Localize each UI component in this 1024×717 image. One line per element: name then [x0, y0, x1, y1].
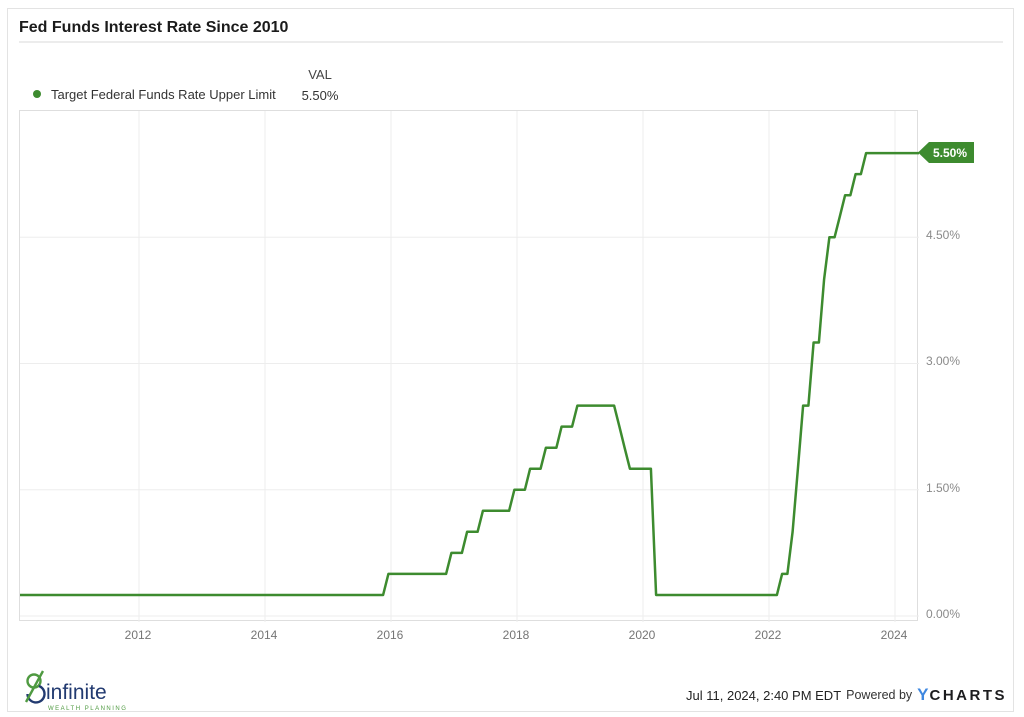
x-tick-label: 2014 — [250, 628, 278, 642]
timestamp: Jul 11, 2024, 2:40 PM EDT — [686, 687, 842, 703]
legend-val-header: VAL — [308, 67, 332, 82]
legend-current-value: 5.50% — [301, 88, 339, 103]
dollar-leaf-icon — [24, 670, 46, 704]
plot-area — [19, 110, 919, 622]
chart-title: Fed Funds Interest Rate Since 2010 — [19, 19, 289, 36]
y-axis-labels: 0.00% 1.50% 3.00% 4.50% — [926, 110, 1006, 621]
ycharts-logo[interactable]: Y CHARTS — [917, 685, 1007, 705]
logo-subtext: WEALTH PLANNING — [48, 706, 127, 712]
logo-wordmark: infinite — [46, 681, 107, 704]
ycharts-wordmark: CHARTS — [929, 687, 1007, 704]
x-tick-label: 2020 — [628, 628, 656, 642]
legend-value-column: VAL 5.50% — [280, 67, 360, 103]
legend-series-dot-icon — [33, 90, 41, 98]
chart-card: Fed Funds Interest Rate Since 2010 Targe… — [7, 8, 1014, 712]
x-tick-label: 2018 — [502, 628, 530, 642]
y-tick-label: 3.00% — [926, 354, 961, 369]
y-tick-label: 0.00% — [926, 607, 961, 621]
y-tick-label: 4.50% — [926, 228, 961, 243]
gridlines — [20, 111, 919, 622]
y-tick-label: 1.50% — [926, 480, 961, 495]
x-axis-labels: 2012 2014 2016 2018 2020 2022 2024 — [19, 628, 918, 646]
powered-by-label: Powered by — [846, 688, 913, 702]
latest-value-badge: 5.50% — [918, 142, 975, 163]
infinite-wealth-planning-logo: infinite WEALTH PLANNING — [24, 670, 127, 712]
rate-line-chart — [20, 111, 919, 622]
x-tick-label: 2022 — [754, 628, 782, 642]
attribution-row: Jul 11, 2024, 2:40 PM EDT Powered by Y C… — [686, 685, 1007, 705]
x-tick-label: 2016 — [376, 628, 404, 642]
x-tick-label: 2012 — [124, 628, 152, 642]
ycharts-y-mark: Y — [917, 685, 930, 704]
rate-line-series — [20, 151, 919, 597]
x-tick-label: 2024 — [880, 628, 908, 642]
legend-series-label: Target Federal Funds Rate Upper Limit — [51, 87, 276, 102]
title-divider — [19, 41, 1003, 43]
